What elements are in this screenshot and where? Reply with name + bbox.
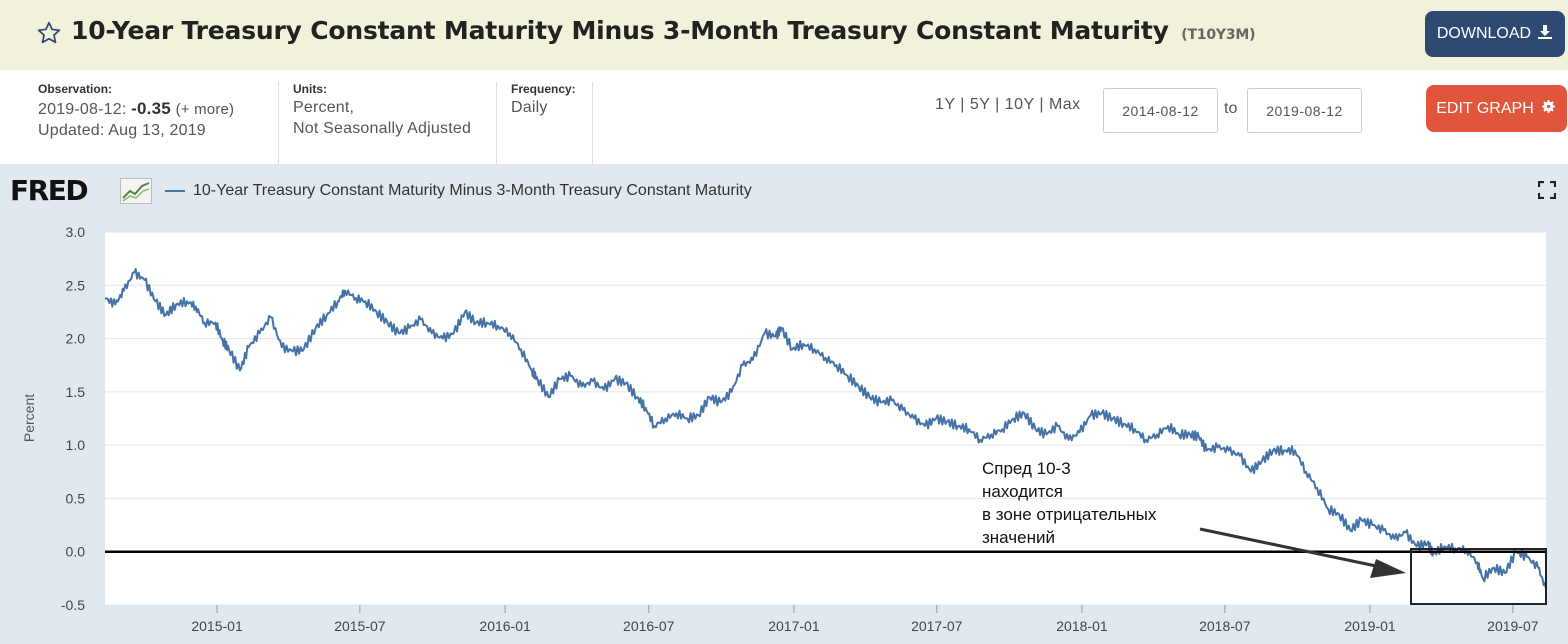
range-5y[interactable]: 5Y [969,96,991,113]
divider [592,82,593,164]
series-id: (T10Y3M) [1181,27,1256,43]
download-button[interactable]: DOWNLOAD [1425,11,1565,57]
end-date-input[interactable]: 2019-08-12 [1247,88,1362,133]
frequency-label: Frequency: [511,82,576,96]
fred-graph-icon [120,178,152,209]
divider [496,82,497,164]
divider [278,82,279,164]
range-separator: | [960,96,965,113]
units-line-2: Not Seasonally Adjusted [293,120,472,137]
units-block: Units: Percent, Not Seasonally Adjusted [293,82,471,138]
range-10y[interactable]: 10Y [1004,96,1035,113]
edit-graph-label: EDIT GRAPH [1436,99,1534,117]
chart-area [0,164,1568,644]
gear-icon [1540,98,1557,120]
range-separator: | [995,96,1000,113]
units-label: Units: [293,82,327,96]
observation-label: Observation: [38,82,113,96]
legend-label: 10-Year Treasury Constant Maturity Minus… [193,182,752,199]
observation-date: 2019-08-12: [38,101,127,118]
range-separator: | [1039,96,1044,113]
legend-swatch [165,190,185,192]
start-date-input[interactable]: 2014-08-12 [1103,88,1218,133]
title-bar [0,0,1568,70]
download-label: DOWNLOAD [1436,25,1532,42]
range-max[interactable]: Max [1048,96,1081,113]
observation-value: -0.35 [131,99,171,118]
to-label: to [1224,100,1238,117]
fullscreen-icon[interactable] [1537,180,1557,204]
download-icon [1537,24,1553,45]
range-selector: 1Y | 5Y | 10Y | Max [935,96,1081,114]
range-1y[interactable]: 1Y [935,96,956,113]
observation-line: 2019-08-12: -0.35 (+ more) [38,99,234,119]
chart-legend: 10-Year Treasury Constant Maturity Minus… [165,182,752,200]
frequency-block: Frequency: Daily [511,82,576,117]
frequency-value: Daily [511,99,548,116]
more-link[interactable]: (+ more) [175,101,235,118]
updated-text: Updated: Aug 13, 2019 [38,122,206,139]
units-line-1: Percent, [293,99,355,116]
page-title: 10-Year Treasury Constant Maturity Minus… [71,16,1255,45]
edit-graph-button[interactable]: EDIT GRAPH [1426,85,1567,132]
title-text: 10-Year Treasury Constant Maturity Minus… [71,16,1169,45]
observation-block: Observation: 2019-08-12: -0.35 (+ more) … [38,82,234,140]
fred-logo[interactable]: FRED [10,174,89,207]
star-icon[interactable] [36,20,62,51]
